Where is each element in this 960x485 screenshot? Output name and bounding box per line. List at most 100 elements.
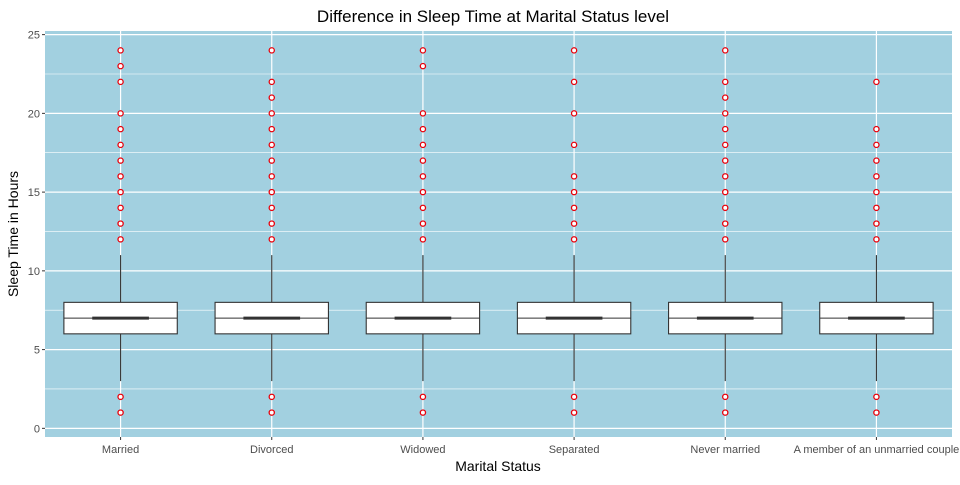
outlier-point	[873, 188, 880, 196]
outlier-point	[873, 409, 880, 416]
outlier-point	[268, 141, 275, 149]
outlier-point	[722, 78, 729, 86]
outlier-point	[570, 188, 578, 196]
y-tick-label: 5	[34, 345, 40, 357]
outlier-point	[873, 173, 880, 180]
outlier-point	[722, 204, 729, 212]
box-group	[214, 47, 329, 416]
x-axis-label: Marital Status	[455, 458, 541, 474]
y-axis-label: Sleep Time in Hours	[5, 171, 21, 297]
outlier-point	[268, 47, 275, 54]
outlier-point	[117, 188, 124, 196]
outlier-point	[873, 157, 880, 164]
outlier-point	[117, 204, 124, 212]
outlier-point	[117, 141, 124, 149]
outlier-point	[722, 220, 729, 227]
outlier-point	[419, 110, 427, 117]
outlier-point	[722, 47, 729, 54]
outlier-point	[419, 47, 427, 54]
outlier-point	[570, 173, 578, 180]
outlier-point	[570, 47, 578, 54]
outlier-point	[117, 393, 124, 401]
outlier-point	[419, 393, 427, 401]
outlier-point	[419, 157, 427, 164]
outlier-point	[268, 393, 275, 401]
outlier-point	[722, 141, 729, 149]
outlier-point	[117, 236, 124, 243]
outlier-point	[722, 393, 729, 401]
outlier-point	[117, 409, 124, 416]
outlier-point	[419, 188, 427, 196]
box-group	[63, 47, 178, 416]
outlier-point	[117, 173, 124, 180]
outlier-point	[873, 393, 880, 401]
chart-title: Difference in Sleep Time at Marital Stat…	[317, 7, 669, 26]
outlier-point	[570, 110, 578, 117]
outlier-point	[117, 220, 124, 227]
outlier-point	[722, 125, 729, 133]
outlier-point	[268, 220, 275, 227]
outlier-point	[419, 125, 427, 133]
outlier-point	[873, 204, 880, 212]
outlier-point	[268, 188, 275, 196]
outlier-point	[570, 204, 578, 212]
outlier-point	[873, 236, 880, 243]
outlier-point	[722, 110, 729, 117]
y-axis: 0 5 10 15 20 25	[28, 30, 45, 435]
outlier-point	[722, 94, 729, 101]
outlier-point	[268, 110, 275, 117]
outlier-point	[419, 173, 427, 180]
plot-panel	[45, 31, 952, 437]
y-tick-label: 20	[28, 108, 40, 120]
outlier-point	[268, 236, 275, 243]
outlier-point	[268, 409, 275, 416]
y-tick-label: 15	[28, 187, 40, 199]
outlier-point	[117, 78, 124, 86]
outlier-point	[419, 62, 427, 70]
outlier-point	[873, 141, 880, 149]
x-tick-label: Married	[102, 444, 139, 456]
outlier-point	[117, 157, 124, 164]
outlier-point	[419, 204, 427, 212]
outlier-point	[722, 236, 729, 243]
x-tick-label: Widowed	[400, 444, 445, 456]
outlier-point	[722, 409, 729, 416]
outlier-point	[268, 173, 275, 180]
outlier-point	[419, 220, 427, 227]
outlier-point	[722, 188, 729, 196]
outlier-point	[873, 78, 880, 86]
outlier-point	[873, 220, 880, 227]
box-group	[365, 47, 481, 416]
outlier-point	[419, 409, 427, 416]
outlier-point	[117, 47, 124, 54]
outlier-point	[268, 157, 275, 164]
outlier-point	[117, 110, 124, 117]
outlier-point	[419, 236, 427, 243]
x-tick-label: Separated	[549, 444, 600, 456]
box-group	[668, 47, 783, 416]
y-tick-label: 10	[28, 266, 40, 278]
outlier-point	[268, 204, 275, 212]
outlier-point	[570, 409, 578, 416]
outlier-point	[268, 78, 275, 86]
outlier-point	[419, 141, 427, 149]
x-tick-label: A member of an unmarried couple	[794, 444, 960, 456]
x-axis: Married Divorced Widowed Separated Never mar…	[102, 437, 959, 456]
x-tick-label: Divorced	[250, 444, 293, 456]
outlier-point	[570, 393, 578, 401]
outlier-point	[873, 125, 880, 133]
x-tick-label: Never married	[690, 444, 760, 456]
outlier-point	[117, 62, 124, 70]
outlier-point	[722, 157, 729, 164]
outlier-point	[570, 220, 578, 227]
outlier-point	[268, 125, 275, 133]
outlier-point	[117, 125, 124, 133]
box-group	[819, 78, 934, 416]
y-tick-label: 0	[34, 423, 40, 435]
outlier-point	[268, 94, 275, 101]
box-group	[516, 47, 632, 416]
outlier-point	[570, 236, 578, 243]
y-tick-label: 25	[28, 30, 40, 42]
